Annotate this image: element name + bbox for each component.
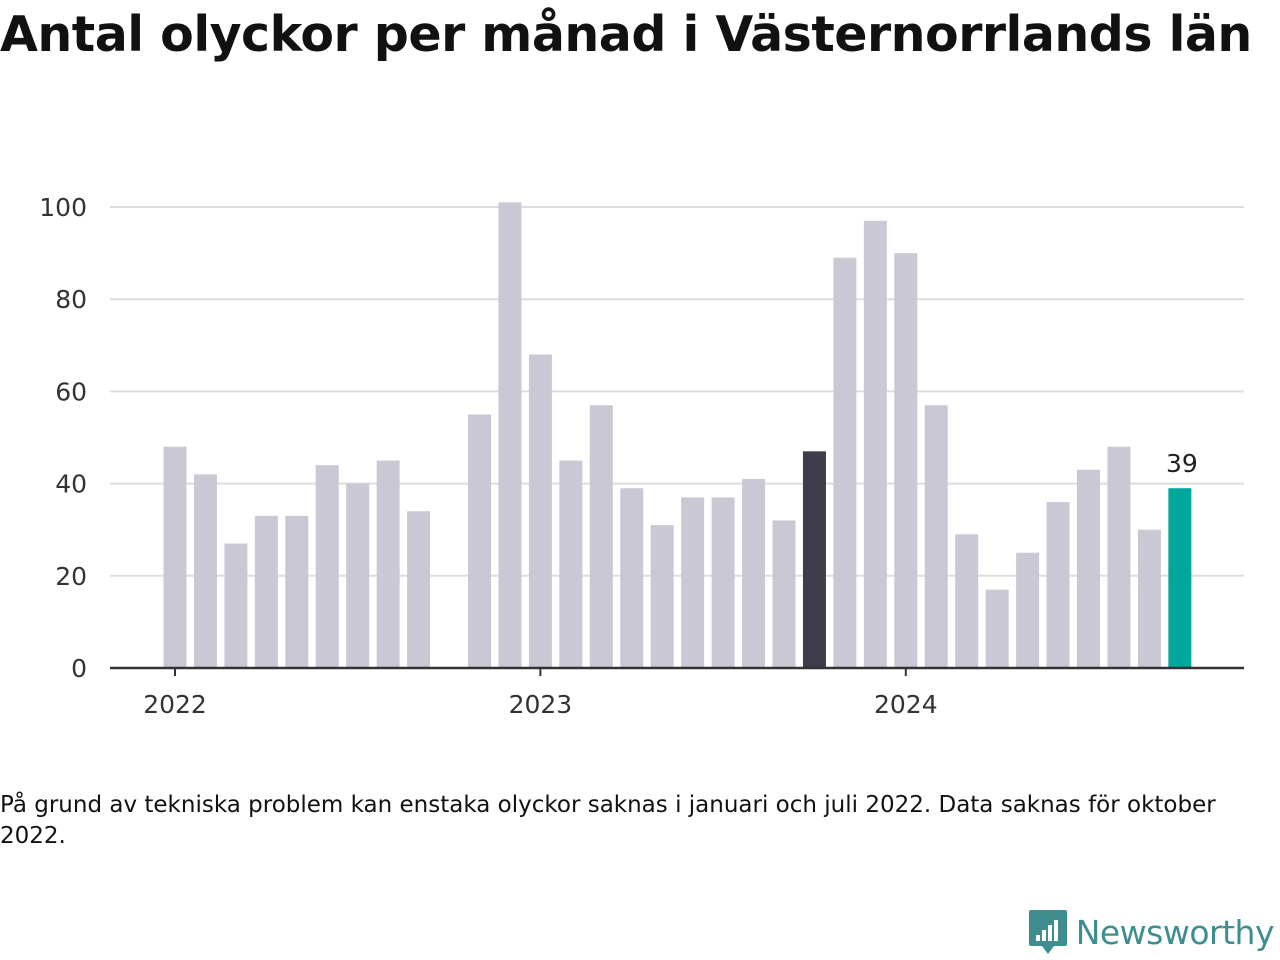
x-tick-label: 2023 <box>509 690 573 719</box>
y-axis-labels: 0 20 40 60 80 100 <box>39 193 87 683</box>
brand-name: Newsworthy <box>1075 912 1275 952</box>
bar-2022-08 <box>376 460 400 668</box>
y-tick-label: 0 <box>71 654 87 683</box>
bar-2022-06 <box>315 465 339 668</box>
bar-2022-09 <box>407 511 431 668</box>
bar-2022-05 <box>285 515 309 668</box>
bar-2023-10 <box>802 451 826 668</box>
bar-2022-01 <box>163 446 187 668</box>
bar-2023-06 <box>681 497 705 668</box>
bar-2023-04 <box>620 488 644 668</box>
y-tick-label: 100 <box>39 193 87 222</box>
bar-2023-07 <box>711 497 735 668</box>
x-tick-label: 2022 <box>143 690 207 719</box>
x-axis-labels: 2022 2023 2024 <box>143 690 937 719</box>
newsworthy-logo-icon <box>1028 910 1067 954</box>
bar-2022-04 <box>254 515 278 668</box>
bar-2024-08 <box>1107 446 1131 668</box>
bar-2022-02 <box>193 474 217 668</box>
bar-2024-04 <box>985 589 1009 668</box>
y-tick-label: 40 <box>55 470 87 499</box>
x-axis <box>110 666 1244 676</box>
bar-2022-12 <box>498 202 522 668</box>
x-tick-label: 2024 <box>874 690 938 719</box>
bar-2024-10 <box>1168 488 1192 668</box>
bar-2023-05 <box>650 525 674 668</box>
data-label: 39 <box>1166 449 1198 478</box>
bar-2024-03 <box>955 534 979 668</box>
bar-chart: 0 20 40 60 80 100 2022 2023 2024 39 <box>39 193 1244 719</box>
bar-2024-01 <box>894 253 918 668</box>
y-tick-label: 80 <box>55 285 87 314</box>
y-tick-label: 60 <box>55 377 87 406</box>
gridlines <box>110 206 1244 577</box>
bar-2022-03 <box>224 543 248 668</box>
bar-2022-11 <box>468 414 491 668</box>
newsworthy-logo[interactable]: Newsworthy <box>1028 908 1275 956</box>
bar-2023-08 <box>742 478 766 668</box>
bar-2023-09 <box>772 520 796 668</box>
bar-2023-12 <box>863 220 887 668</box>
footnote: På grund av tekniska problem kan enstaka… <box>0 792 1216 849</box>
bars <box>163 202 1192 668</box>
bar-2023-03 <box>589 405 613 668</box>
bar-2023-01 <box>528 354 552 668</box>
bar-2024-02 <box>924 405 948 668</box>
bar-2023-02 <box>559 460 583 668</box>
bar-2024-05 <box>1016 552 1040 668</box>
bar-2024-07 <box>1077 469 1100 668</box>
chart-title: Antal olyckor per månad i Västernorrland… <box>0 6 1252 63</box>
y-tick-label: 20 <box>55 562 87 591</box>
bar-2024-06 <box>1046 502 1070 668</box>
data-labels: 39 <box>1166 449 1198 478</box>
bar-2023-11 <box>833 257 857 668</box>
bar-2024-09 <box>1137 529 1161 668</box>
bar-2022-07 <box>346 483 370 668</box>
